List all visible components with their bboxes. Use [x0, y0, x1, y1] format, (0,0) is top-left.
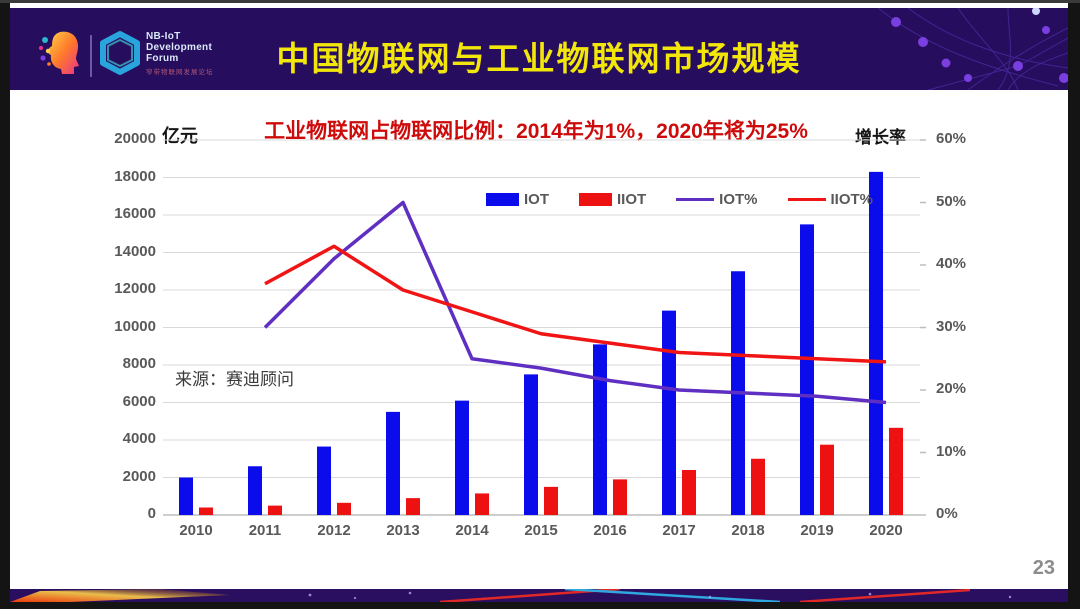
legend-swatch — [579, 193, 612, 206]
bar-iot — [386, 411, 400, 515]
chart-legend: IOT IIOT IOT% IIOT% — [486, 191, 873, 208]
x-axis-label: 2015 — [524, 522, 558, 539]
x-axis-label: 2013 — [386, 522, 420, 539]
bottom-decor-graphics — [10, 589, 1012, 602]
left-axis-unit: 亿元 — [162, 126, 198, 146]
y-left-label: 12000 — [114, 280, 156, 297]
slide-title: 中国物联网与工业物联网市场规模 — [276, 40, 802, 77]
header-band: NB-IoT Development Forum 窄带物联网发展论坛 中国物联网… — [10, 8, 1068, 90]
y-left-label: 20000 — [114, 130, 156, 147]
page-number: 23 — [1032, 557, 1055, 579]
y-left-label: 14000 — [114, 242, 156, 260]
y-right-label: 20% — [936, 380, 967, 397]
y-right-label: 60% — [936, 130, 967, 147]
bar-iiot — [751, 458, 765, 515]
legend-swatch — [676, 197, 715, 202]
x-axis-label: 2012 — [317, 522, 351, 539]
legend-item-iiot: IIOT — [579, 191, 646, 208]
legend-swatch — [486, 193, 519, 206]
x-axis-label: 2010 — [179, 522, 213, 539]
legend-label: IIOT% — [830, 191, 874, 208]
logo-divider — [90, 35, 92, 77]
slide: NB-IoT Development Forum 窄带物联网发展论坛 中国物联网… — [10, 3, 1068, 602]
chart-note: 工业物联网占物联网比例：2014年为1%，2020年将为25% — [264, 120, 808, 143]
line-iot-pct — [263, 200, 887, 405]
x-axis-label: 2018 — [731, 522, 765, 539]
y-left-label: 0 — [147, 505, 156, 522]
bar-iiot — [406, 498, 420, 515]
bar-iot — [593, 344, 607, 515]
bar-iot — [179, 477, 193, 515]
bar-iiot — [268, 505, 282, 515]
x-axis-label: 2020 — [869, 522, 903, 539]
bar-iiot — [889, 427, 903, 515]
bar-iot — [662, 310, 676, 515]
legend-label: IOT% — [719, 191, 758, 208]
y-left-label: 2000 — [122, 467, 156, 485]
y-left-label: 8000 — [122, 355, 156, 372]
legend-item-iot-pct: IOT% — [676, 191, 758, 208]
network-plexus-decoration — [877, 8, 1068, 90]
top-hairline — [0, 0, 1080, 3]
line-iiot-pct — [264, 244, 887, 364]
x-axis-label: 2016 — [593, 522, 627, 539]
bar-iot — [248, 466, 262, 515]
bar-iot — [800, 224, 814, 515]
y-left-label: 18000 — [114, 167, 156, 185]
bar-iot — [869, 171, 883, 515]
logo-wordmark: NB-IoT Development Forum 窄带物联网发展论坛 — [146, 31, 214, 78]
legend-item-iot: IOT — [486, 191, 549, 208]
y-left-label: 6000 — [122, 392, 156, 410]
legend-label: IOT — [524, 191, 549, 208]
y-left-label: 10000 — [114, 317, 156, 335]
x-axis-label: 2017 — [662, 522, 696, 539]
nbiot-hexagon-icon — [100, 31, 140, 75]
y-right-label: 50% — [936, 192, 967, 210]
x-axis-label: 2011 — [248, 522, 282, 539]
logo-line-3: Forum — [146, 53, 179, 64]
y-right-label: 30% — [936, 317, 967, 335]
logo-line-2: Development — [146, 42, 213, 53]
bar-iiot — [613, 479, 627, 515]
bar-iiot — [475, 493, 489, 515]
x-axis-label: 2019 — [800, 522, 834, 539]
bar-iot — [524, 374, 538, 515]
bar-iot — [317, 446, 331, 515]
legend-label: IIOT — [617, 191, 647, 208]
y-right-label: 0% — [936, 505, 958, 522]
logo-tagline: 窄带物联网发展论坛 — [146, 69, 214, 76]
y-left-label: 16000 — [114, 205, 156, 222]
bar-iiot — [544, 486, 558, 515]
logo-line-1: NB-IoT — [146, 31, 181, 42]
bar-iiot — [199, 507, 213, 515]
forum-head-logo-icon — [39, 31, 79, 74]
bar-iiot — [337, 502, 351, 515]
bar-iiot — [682, 470, 696, 515]
right-axis-unit: 增长率 — [855, 128, 906, 147]
y-right-label: 10% — [936, 442, 967, 460]
bar-iot — [455, 400, 469, 515]
legend-swatch — [787, 197, 826, 202]
y-right-label: 40% — [936, 255, 967, 272]
chart-plot — [163, 139, 926, 516]
bar-iiot — [820, 444, 834, 515]
y-left-label: 4000 — [122, 430, 156, 447]
bottom-decor-bar — [10, 589, 1068, 602]
legend-item-iiot-pct: IIOT% — [787, 191, 874, 208]
x-axis-label: 2014 — [455, 522, 489, 539]
source-note: 来源：赛迪顾问 — [175, 370, 294, 389]
